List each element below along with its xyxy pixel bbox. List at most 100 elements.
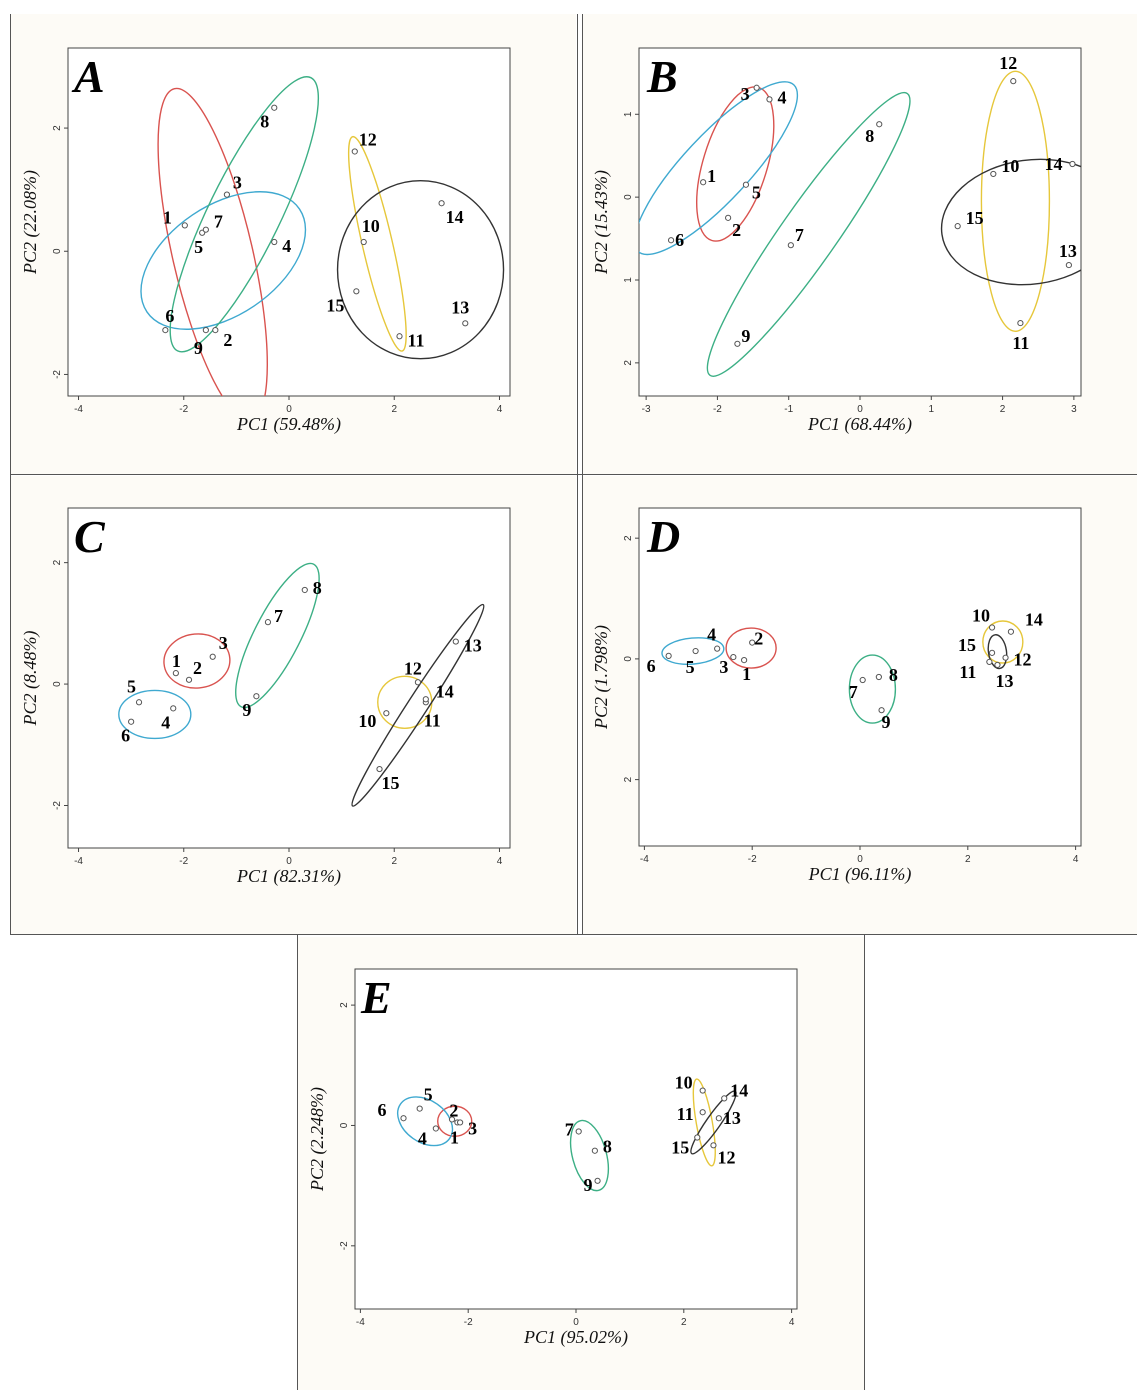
- point-label-d-5: 5: [686, 657, 695, 677]
- point-label-a-9: 9: [194, 338, 203, 358]
- point-label-d-7: 7: [849, 682, 858, 702]
- point-label-e-15: 15: [671, 1137, 689, 1157]
- point-label-b-9: 9: [741, 326, 750, 346]
- point-label-c-12: 12: [404, 658, 422, 678]
- point-label-e-10: 10: [675, 1073, 693, 1093]
- point-label-a-5: 5: [194, 237, 203, 257]
- x-axis-label-a: PC1 (59.48%): [236, 414, 341, 435]
- point-b-8: [876, 121, 883, 128]
- point-label-b-10: 10: [1001, 156, 1019, 176]
- point-label-d-15: 15: [958, 635, 976, 655]
- y-tick-label-b-2: 0: [623, 194, 634, 200]
- point-c-15: [376, 765, 383, 773]
- panel-d: -4 -2 0 2 4 2 0 2 PC1 (96.11%) PC2 (1.798%) D 1 2 3 4 5…: [583, 476, 1137, 934]
- point-label-a-14: 14: [446, 207, 464, 227]
- panel-label-c: C: [74, 511, 106, 562]
- point-label-c-9: 9: [242, 700, 251, 720]
- cluster-ellipse-a-black: [336, 180, 505, 360]
- point-label-c-4: 4: [161, 712, 170, 732]
- point-label-b-3: 3: [741, 84, 750, 104]
- point-d-11: [986, 658, 993, 666]
- point-c-5: [135, 699, 143, 706]
- divider-horizontal-bottom: [10, 934, 1137, 935]
- plot-frame-c: [67, 507, 511, 849]
- point-c-7: [264, 619, 272, 626]
- cluster-ellipse-d-black: [987, 634, 1008, 670]
- x-tick-label-b-5: 2: [1000, 404, 1006, 415]
- point-c-3: [209, 653, 216, 660]
- cluster-ellipse-c-blue: [118, 689, 192, 740]
- point-a-12: [351, 148, 358, 155]
- x-tick-label-b-2: -1: [784, 404, 793, 415]
- point-label-c-10: 10: [358, 711, 376, 731]
- point-label-c-1: 1: [172, 651, 181, 671]
- point-label-a-10: 10: [362, 216, 380, 236]
- point-c-12: [414, 679, 422, 686]
- point-label-c-15: 15: [382, 773, 400, 793]
- point-label-d-14: 14: [1025, 610, 1043, 630]
- point-e-8: [591, 1147, 598, 1154]
- x-tick-label-d-0: -4: [640, 854, 649, 865]
- point-d-15: [988, 649, 996, 656]
- cluster-ellipse-a-green: [169, 76, 320, 353]
- panel-label-a: A: [71, 51, 105, 102]
- point-b-11: [1017, 319, 1024, 327]
- point-a-14: [438, 200, 445, 207]
- cluster-ellipse-d-blue: [661, 637, 725, 665]
- border-e-right: [864, 934, 865, 1390]
- point-a-4: [271, 238, 278, 246]
- cluster-ellipse-e-yellow: [692, 1078, 716, 1167]
- x-tick-label-b-6: 3: [1071, 404, 1077, 415]
- point-c-6: [128, 718, 135, 725]
- point-d-8: [875, 673, 882, 681]
- point-b-9: [734, 340, 741, 347]
- point-d-13: [994, 661, 1001, 669]
- x-axis-label-e: PC1 (95.02%): [523, 1327, 628, 1348]
- point-label-c-13: 13: [464, 636, 482, 656]
- x-tick-label-a-1: -2: [179, 404, 188, 415]
- point-label-e-7: 7: [565, 1119, 574, 1139]
- y-tick-label-b-3: 1: [623, 111, 634, 117]
- point-label-a-1: 1: [163, 207, 172, 227]
- point-label-b-4: 4: [777, 87, 786, 107]
- y-tick-label-e-2: 2: [339, 1002, 350, 1008]
- point-label-e-8: 8: [603, 1137, 612, 1157]
- x-tick-label-e-0: -4: [356, 1317, 365, 1328]
- x-axis-label-b: PC1 (68.44%): [807, 414, 912, 435]
- cluster-ellipse-b-black: [940, 158, 1081, 286]
- point-label-d-9: 9: [882, 712, 891, 732]
- point-label-b-8: 8: [865, 126, 874, 146]
- point-e-10: [699, 1087, 706, 1094]
- cluster-ellipse-a-blue: [140, 191, 307, 330]
- point-d-2: [749, 639, 756, 646]
- point-label-d-10: 10: [972, 606, 990, 626]
- cluster-layer-b: [639, 70, 1081, 377]
- point-label-e-3: 3: [468, 1118, 477, 1138]
- point-a-8: [271, 104, 278, 111]
- point-label-b-7: 7: [795, 225, 804, 245]
- x-tick-label-a-2: 0: [286, 404, 292, 415]
- y-tick-label-b-1: 1: [623, 277, 634, 283]
- point-label-b-13: 13: [1059, 241, 1077, 261]
- point-c-8: [301, 586, 308, 594]
- point-d-9: [878, 707, 885, 714]
- y-tick-label-e-0: -2: [339, 1241, 350, 1250]
- point-label-d-13: 13: [995, 671, 1013, 691]
- x-tick-label-a-0: -4: [74, 404, 83, 415]
- divider-horizontal-top: [10, 474, 1137, 475]
- point-label-c-2: 2: [193, 658, 202, 678]
- point-label-e-5: 5: [424, 1085, 433, 1105]
- y-tick-label-c-1: 0: [52, 681, 63, 687]
- point-a-6: [162, 326, 169, 334]
- cluster-ellipse-c-black: [351, 603, 485, 807]
- border-left-top: [10, 14, 11, 934]
- point-d-5: [692, 647, 699, 655]
- plot-frame-a: [67, 47, 511, 397]
- x-tick-label-b-1: -2: [713, 404, 722, 415]
- point-label-b-12: 12: [999, 53, 1017, 73]
- panel-e: -4 -2 0 2 4 -2 0 2 PC1 (95.02%) PC2 (2.248%) E 1 2 3 4…: [297, 937, 864, 1390]
- plot-frame-e: [354, 968, 798, 1310]
